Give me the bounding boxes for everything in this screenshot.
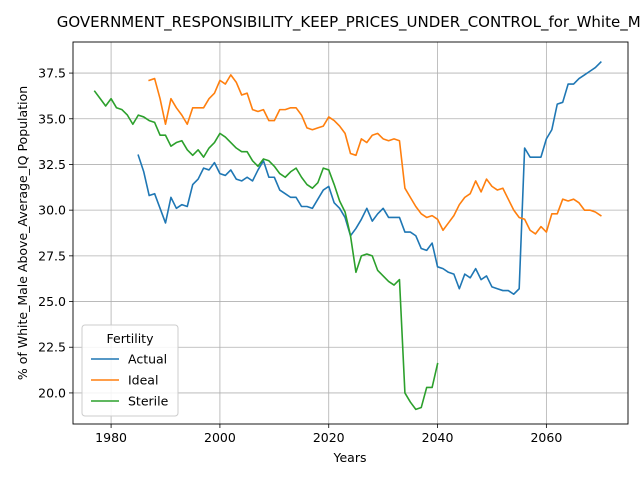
y-tick-label: 20.0 <box>38 385 66 400</box>
x-tick-label: 2020 <box>313 430 345 445</box>
grid <box>73 42 628 424</box>
y-tick-label: 27.5 <box>38 248 66 263</box>
y-tick-label: 35.0 <box>38 111 66 126</box>
legend-label-sterile: Sterile <box>128 394 169 409</box>
x-tick-label: 1980 <box>95 430 127 445</box>
y-tick-label: 22.5 <box>38 340 66 355</box>
series-line-sterile <box>93 90 439 411</box>
y-axis-title: % of White_Male Above_Average_IQ Populat… <box>15 86 30 380</box>
legend-label-actual: Actual <box>128 352 167 367</box>
y-tick-label: 25.0 <box>38 294 66 309</box>
legend-title: Fertility <box>107 331 155 346</box>
series-line-actual <box>137 60 602 296</box>
legend: Fertility Actual Ideal Sterile <box>81 324 179 417</box>
x-tick-label: 2000 <box>204 430 236 445</box>
y-axis: 20.0 22.5 25.0 27.5 30.0 32.5 35.0 37.5 <box>38 66 73 400</box>
chart-title: GOVERNMENT_RESPONSIBILITY_KEEP_PRICES_UN… <box>57 13 640 32</box>
legend-label-ideal: Ideal <box>128 373 158 388</box>
series-line-ideal <box>148 74 602 235</box>
legend-box <box>81 324 179 417</box>
plot-frame <box>72 41 629 425</box>
x-tick-label: 2060 <box>530 430 562 445</box>
x-axis: 1980 2000 2020 2040 2060 <box>95 424 562 445</box>
y-tick-label: 37.5 <box>38 66 66 81</box>
series-group <box>93 60 602 411</box>
x-axis-title: Years <box>333 450 367 465</box>
y-tick-label: 32.5 <box>38 157 66 172</box>
x-tick-label: 2040 <box>422 430 454 445</box>
y-tick-label: 30.0 <box>38 203 66 218</box>
